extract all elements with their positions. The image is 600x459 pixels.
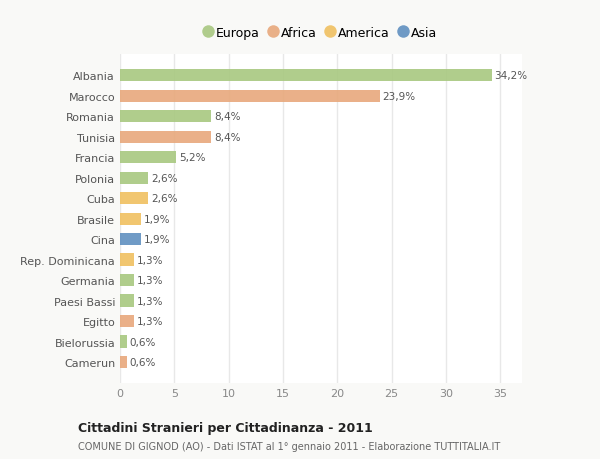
Text: 5,2%: 5,2% (179, 153, 206, 163)
Text: 1,3%: 1,3% (137, 255, 163, 265)
Text: 8,4%: 8,4% (214, 133, 241, 142)
Text: 23,9%: 23,9% (382, 92, 416, 101)
Bar (120, 213, 140, 225)
Bar (120, 315, 134, 327)
Bar (120, 336, 127, 348)
Text: 2,6%: 2,6% (151, 194, 178, 204)
Bar (120, 152, 176, 164)
Bar (120, 234, 140, 246)
Bar (120, 254, 134, 266)
Text: 0,6%: 0,6% (129, 337, 155, 347)
Bar (120, 295, 134, 307)
Bar (120, 274, 134, 286)
Bar (120, 193, 148, 205)
Text: 1,3%: 1,3% (137, 296, 163, 306)
Text: 2,6%: 2,6% (151, 174, 178, 183)
Bar (120, 90, 380, 103)
Text: 1,9%: 1,9% (143, 214, 170, 224)
Bar (120, 131, 211, 144)
Text: 1,3%: 1,3% (137, 275, 163, 285)
Text: Cittadini Stranieri per Cittadinanza - 2011: Cittadini Stranieri per Cittadinanza - 2… (78, 421, 373, 434)
Bar (120, 111, 211, 123)
Bar (120, 172, 148, 185)
Bar (120, 356, 127, 368)
Bar (120, 70, 491, 82)
Text: COMUNE DI GIGNOD (AO) - Dati ISTAT al 1° gennaio 2011 - Elaborazione TUTTITALIA.: COMUNE DI GIGNOD (AO) - Dati ISTAT al 1°… (78, 441, 500, 451)
Text: 1,9%: 1,9% (143, 235, 170, 245)
Text: 1,3%: 1,3% (137, 316, 163, 326)
Text: 0,6%: 0,6% (129, 357, 155, 367)
Text: 8,4%: 8,4% (214, 112, 241, 122)
Legend: Europa, Africa, America, Asia: Europa, Africa, America, Asia (200, 22, 442, 45)
Text: 34,2%: 34,2% (494, 71, 527, 81)
